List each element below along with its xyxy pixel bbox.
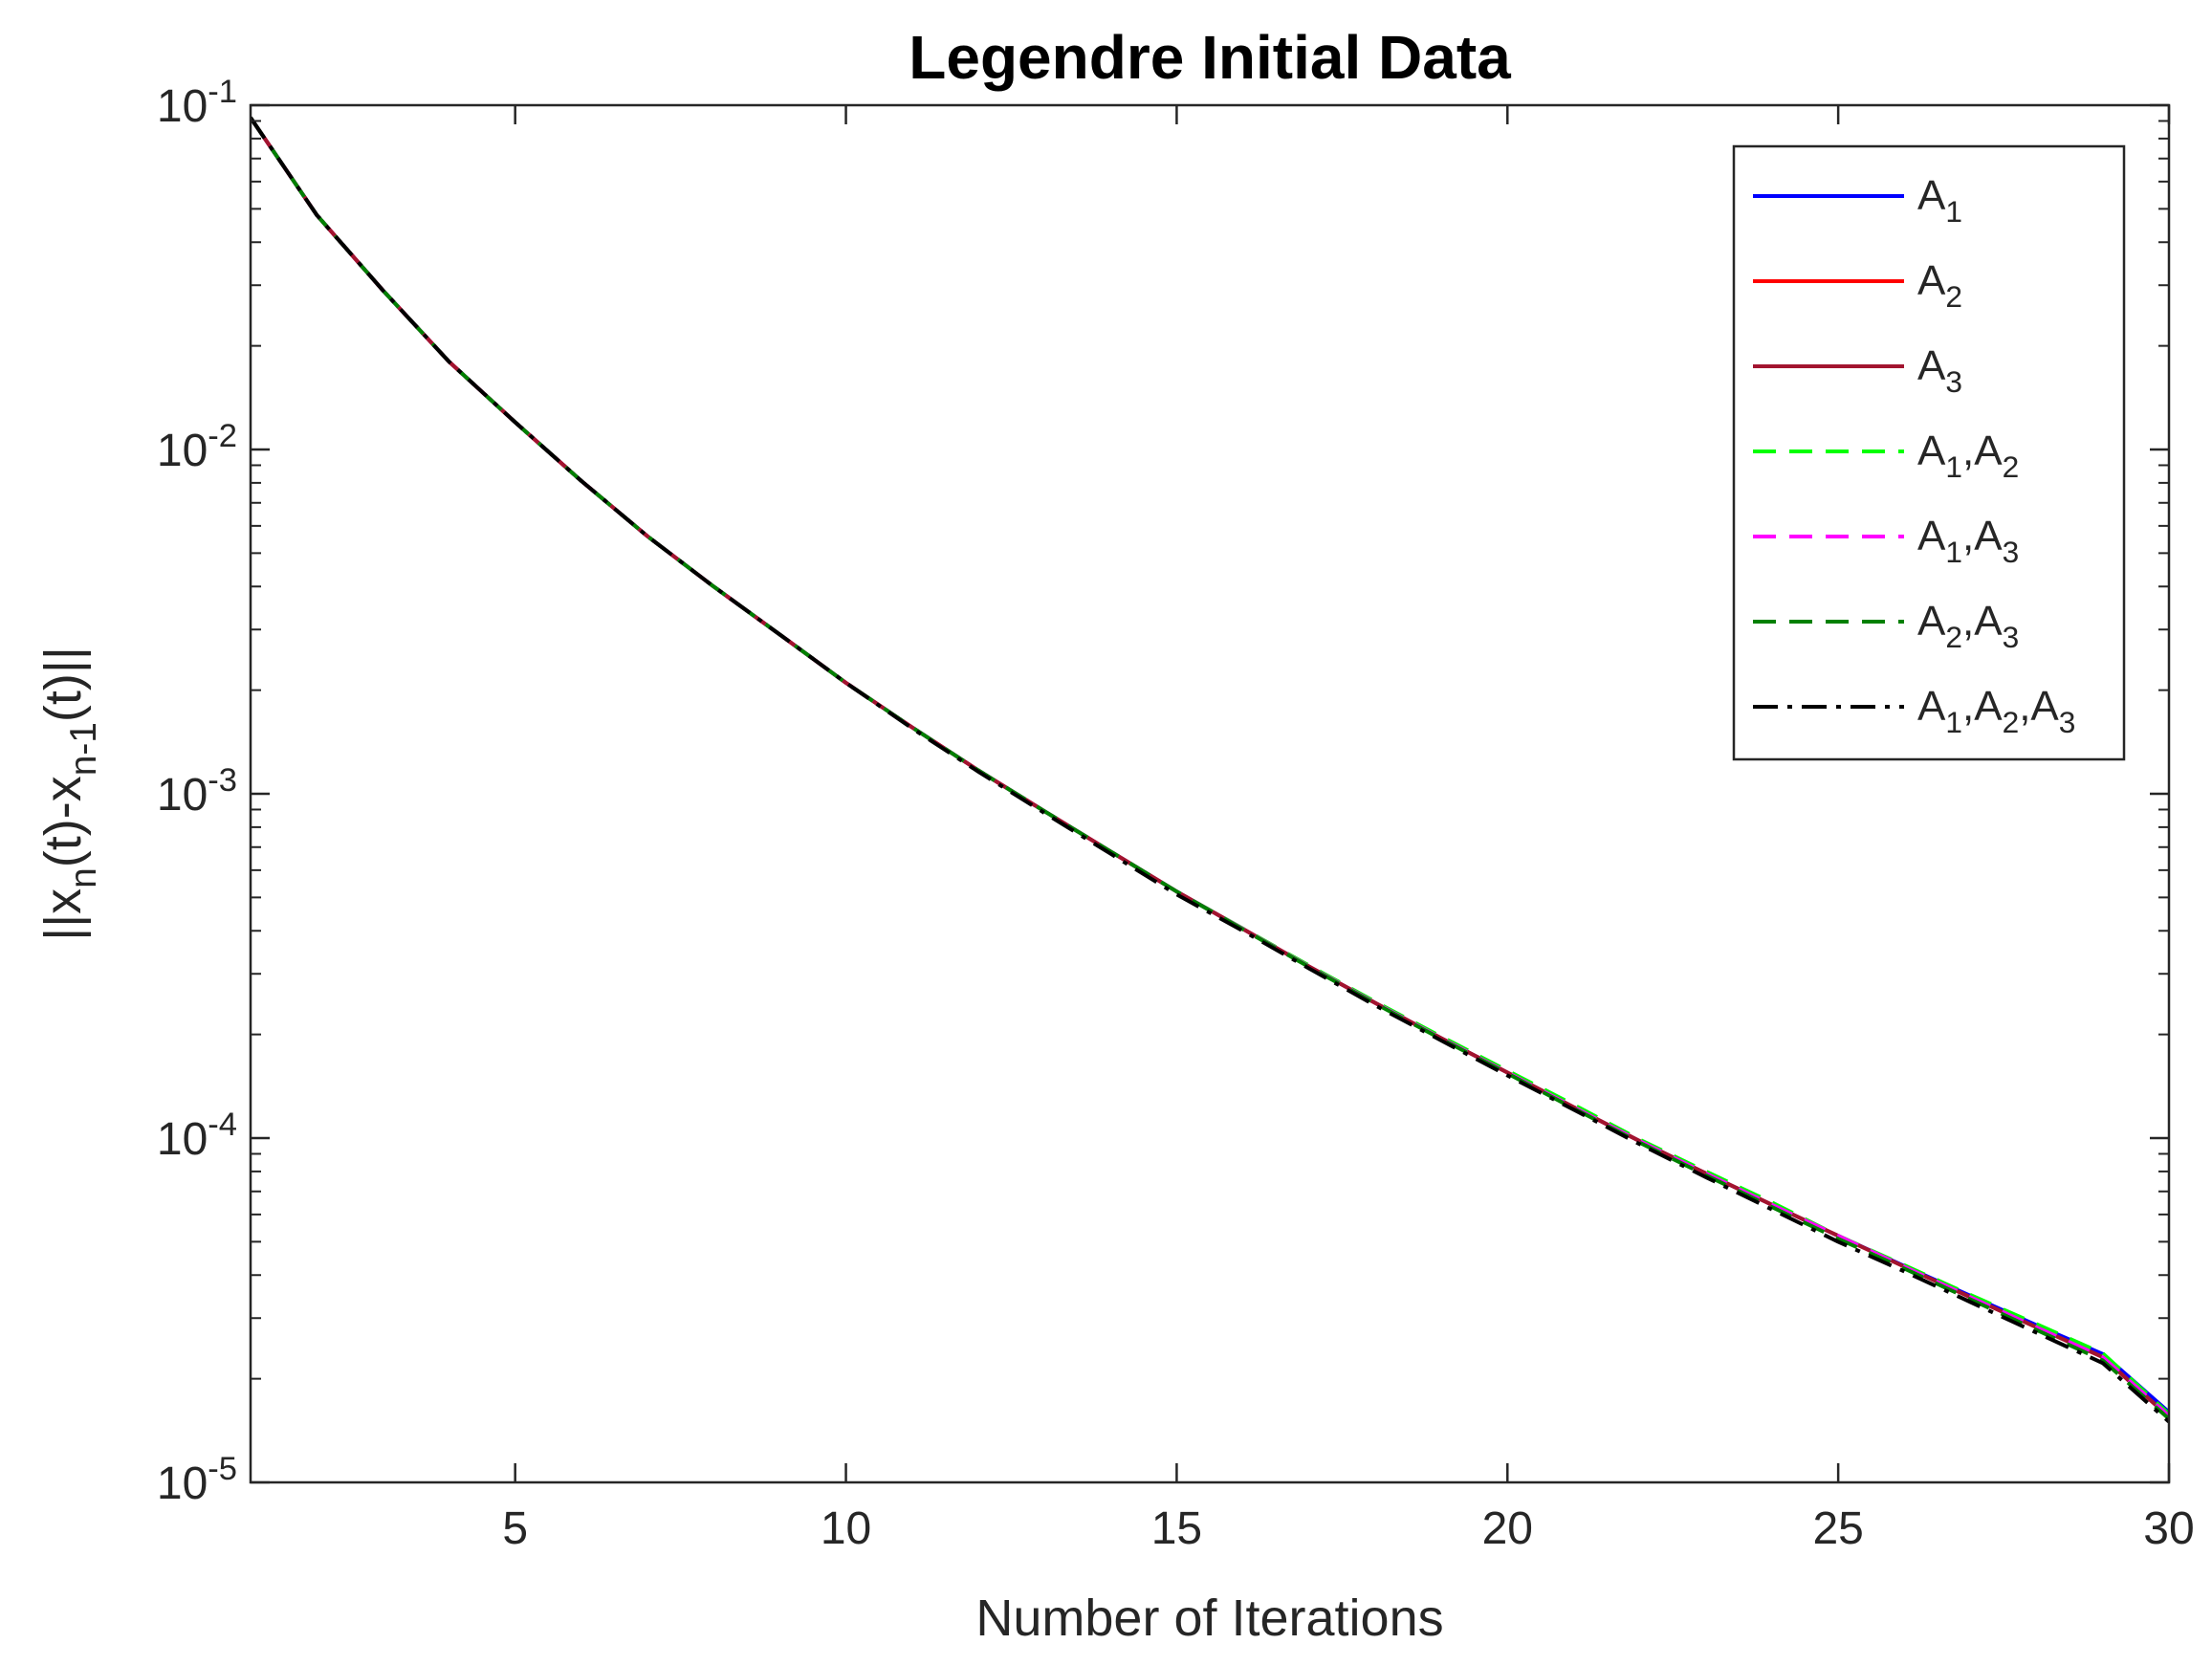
x-axis-label: Number of Iterations bbox=[975, 1589, 1443, 1647]
series-line-6 bbox=[251, 116, 2169, 1421]
legend: A1 A2 A3 A1,A2 A1,A3 A2,A3 A1,A2,A3 bbox=[1732, 144, 2126, 761]
x-tick-label: 30 bbox=[2143, 1503, 2194, 1554]
x-tick-label: 10 bbox=[821, 1503, 871, 1554]
legend-label-7: A1,A2,A3 bbox=[1917, 683, 2075, 739]
x-tick-label: 15 bbox=[1151, 1503, 1202, 1554]
legend-label-4: A1,A2 bbox=[1917, 427, 2019, 484]
legend-label-6: A2,A3 bbox=[1917, 598, 2019, 654]
x-tick-label: 20 bbox=[1482, 1503, 1533, 1554]
plot-area bbox=[251, 116, 2169, 1424]
chart-title: Legendre Initial Data bbox=[909, 23, 1511, 92]
y-tick-label: 10-4 bbox=[157, 1107, 237, 1165]
legend-label-2: A2 bbox=[1917, 257, 1962, 314]
y-tick-label: 10-3 bbox=[157, 762, 237, 821]
legend-label-5: A1,A3 bbox=[1917, 513, 2019, 569]
y-tick-label: 10-5 bbox=[157, 1451, 237, 1509]
series-line-7 bbox=[251, 116, 2169, 1424]
y-tick-label: 10-2 bbox=[157, 418, 237, 476]
series-lines bbox=[251, 116, 2169, 1424]
y-axis-label-text: ||xn(t)-xn-1(t)|| bbox=[34, 647, 104, 941]
y-axis-label: ||xn(t)-xn-1(t)|| bbox=[34, 647, 104, 941]
legend-label-3: A3 bbox=[1917, 342, 1962, 399]
x-tick-label: 25 bbox=[1812, 1503, 1863, 1554]
legend-label-1: A1 bbox=[1917, 172, 1962, 229]
y-tick-label: 10-1 bbox=[157, 74, 237, 132]
x-tick-label: 5 bbox=[502, 1503, 528, 1554]
axes: 5 10 15 20 25 30 10-1 10-2 10-3 10-4 10-5 bbox=[157, 74, 2195, 1554]
